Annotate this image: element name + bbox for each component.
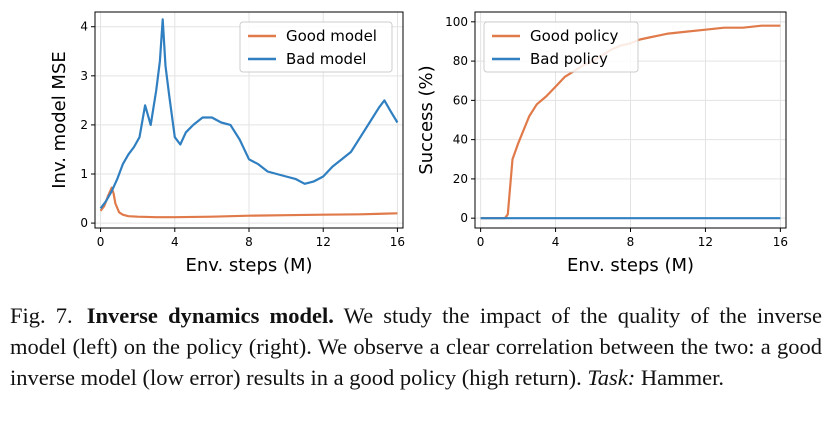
caption-task-value: Hammer. (635, 365, 725, 390)
caption-body: We study the impact of the quality of th… (10, 303, 823, 390)
y-axis-label: Success (%) (416, 65, 437, 174)
y-tick-label: 3 (80, 69, 88, 83)
y-tick-label: 80 (453, 54, 468, 68)
x-tick-label: 8 (627, 235, 635, 249)
caption-figure-label: Fig. 7. (10, 303, 73, 328)
caption-task-label: Task: (587, 365, 636, 390)
figure-caption: Fig. 7. Inverse dynamics model. We study … (10, 300, 822, 393)
y-tick-label: 1 (80, 167, 88, 181)
y-tick-label: 40 (453, 133, 468, 147)
x-tick-label: 16 (390, 235, 405, 249)
x-tick-label: 4 (171, 235, 179, 249)
y-tick-label: 0 (80, 216, 88, 230)
y-tick-label: 100 (445, 15, 468, 29)
series-line-2 (99, 18, 399, 210)
caption-title: Inverse dynamics model. (86, 303, 334, 328)
legend-label-1: Good model (286, 27, 377, 45)
legend-box (483, 21, 639, 73)
x-tick-label: 8 (245, 235, 253, 249)
legend-label-2: Bad policy (530, 50, 608, 68)
y-tick-label: 4 (80, 20, 88, 34)
legend-box (239, 21, 393, 73)
x-tick-label: 0 (477, 235, 485, 249)
legend-label-2: Bad model (286, 50, 366, 68)
legend-label-1: Good policy (530, 27, 619, 45)
x-tick-label: 12 (316, 235, 331, 249)
y-tick-label: 20 (453, 172, 468, 186)
x-axis-label: Env. steps (M) (567, 255, 694, 276)
series-line-1 (99, 186, 398, 219)
right-chart-success: 0 4 8 12 16 0 20 40 60 80 100 Env. steps (M) Success… (416, 11, 788, 276)
y-axis-label: Inv. model MSE (49, 51, 70, 189)
x-tick-label: 12 (698, 235, 713, 249)
x-tick-label: 0 (97, 235, 105, 249)
y-tick-label: 2 (80, 118, 88, 132)
x-tick-label: 16 (773, 235, 788, 249)
y-tick-label: 60 (453, 93, 468, 107)
x-axis-label: Env. steps (M) (185, 255, 312, 276)
y-tick-label: 0 (460, 211, 468, 225)
x-tick-label: 4 (552, 235, 560, 249)
